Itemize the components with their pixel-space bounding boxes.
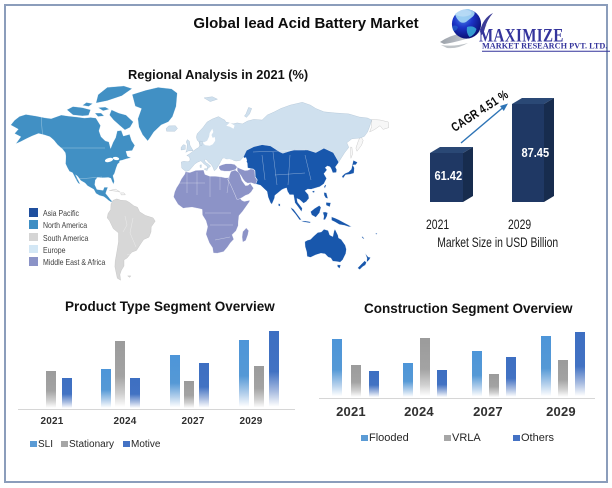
svg-text:MAXIMIZE: MAXIMIZE xyxy=(479,25,564,46)
svg-text:MARKET RESEARCH PVT. LTD.: MARKET RESEARCH PVT. LTD. xyxy=(482,40,607,50)
